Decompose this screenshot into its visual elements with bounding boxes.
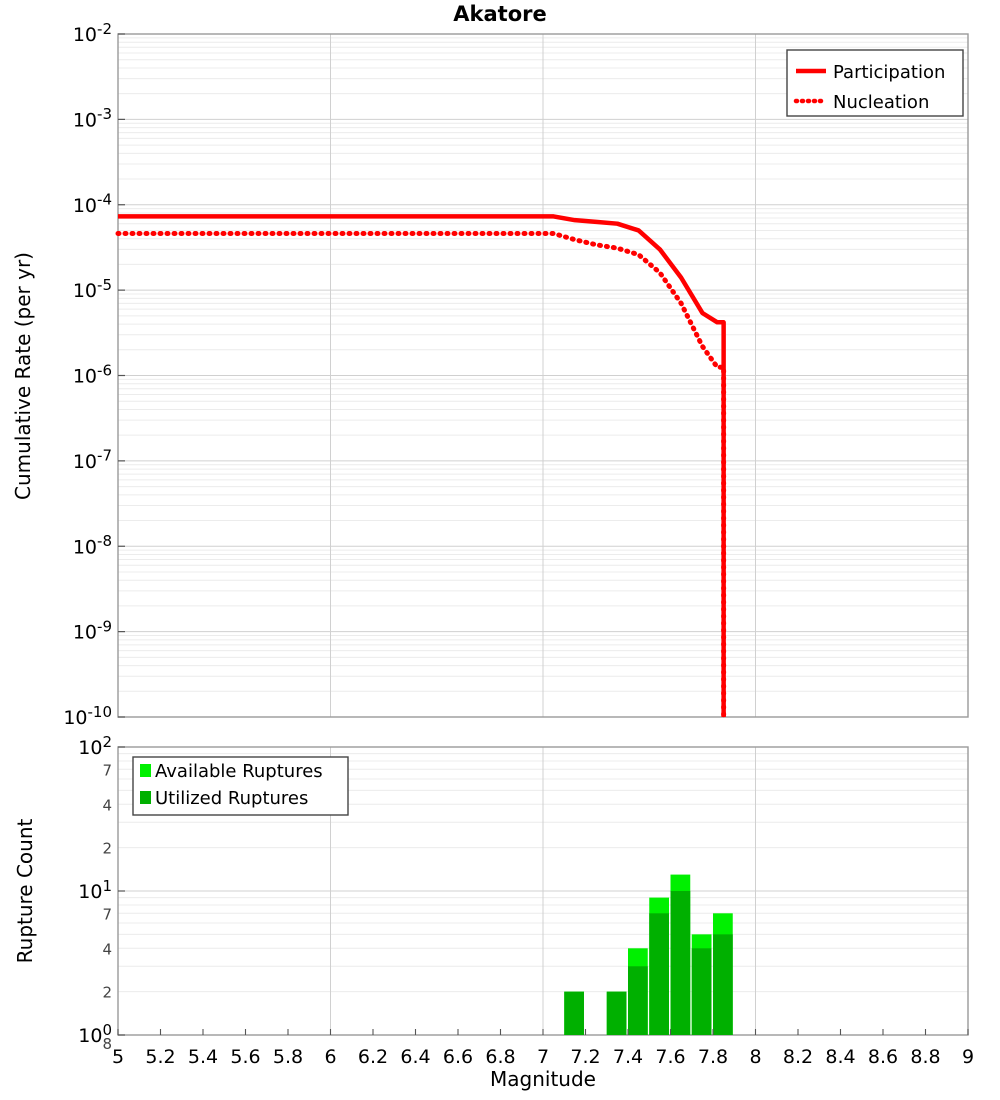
y-minor-tick-label: 4 bbox=[102, 940, 112, 958]
x-tick-label: 9 bbox=[962, 1046, 974, 1068]
x-tick-label: 7.6 bbox=[655, 1046, 685, 1068]
bar-utilized bbox=[628, 966, 648, 1035]
x-tick-label: 7 bbox=[537, 1046, 549, 1068]
x-tick-label: 6.6 bbox=[443, 1046, 473, 1068]
x-tick-label: 6.2 bbox=[358, 1046, 388, 1068]
bar-utilized bbox=[692, 948, 712, 1035]
x-tick-label: 5.2 bbox=[145, 1046, 175, 1068]
y-minor-tick-label: 4 bbox=[102, 796, 112, 814]
legend-label: Utilized Ruptures bbox=[155, 788, 308, 809]
x-tick-label: 5 bbox=[112, 1046, 124, 1068]
y-tick-label: 10-7 bbox=[73, 447, 112, 473]
y-tick-label: 10-3 bbox=[73, 105, 112, 131]
x-tick-label: 8.4 bbox=[825, 1046, 855, 1068]
x-tick-label: 5.8 bbox=[273, 1046, 303, 1068]
x-tick-label: 7.2 bbox=[570, 1046, 600, 1068]
bottom-panel-y-axis-label: Rupture Count bbox=[13, 818, 37, 963]
x-tick-label: 8.6 bbox=[868, 1046, 898, 1068]
legend-label: Available Ruptures bbox=[155, 761, 323, 782]
y-tick-label: 102 bbox=[78, 733, 112, 759]
x-tick-label: 7.4 bbox=[613, 1046, 643, 1068]
legend-swatch bbox=[140, 764, 151, 777]
y-minor-tick-label: 2 bbox=[102, 984, 112, 1002]
bar-utilized bbox=[649, 913, 669, 1035]
y-tick-label: 10-8 bbox=[73, 532, 112, 558]
y-tick-label: 10-2 bbox=[73, 20, 112, 46]
chart-canvas: 10-2 10-3 10-4 10-5 10-6 10-7 10-8 10-9 10-10 10… bbox=[0, 0, 1000, 1100]
bar-utilized bbox=[607, 992, 627, 1035]
y-minor-tick-label: 2 bbox=[102, 840, 112, 858]
bar-utilized bbox=[564, 992, 584, 1035]
y-tick-label: 10-5 bbox=[73, 276, 112, 302]
y-minor-tick-label: 8 bbox=[102, 1035, 112, 1053]
x-tick-label: 8 bbox=[749, 1046, 761, 1068]
legend-label: Nucleation bbox=[833, 92, 929, 113]
x-tick-label: 5.4 bbox=[188, 1046, 218, 1068]
y-minor-tick-label: 7 bbox=[102, 905, 112, 923]
x-tick-label: 5.6 bbox=[230, 1046, 260, 1068]
bottom-panel-legend[interactable]: Available Ruptures Utilized Ruptures bbox=[133, 757, 348, 815]
x-tick-label: 6.8 bbox=[485, 1046, 515, 1068]
y-minor-tick-label: 7 bbox=[102, 761, 112, 779]
x-tick-label: 6 bbox=[324, 1046, 336, 1068]
bar-utilized bbox=[713, 934, 733, 1035]
rupture-bars bbox=[564, 875, 733, 1035]
y-tick-label: 10-9 bbox=[73, 617, 112, 643]
top-panel-y-ticks: 10-2 10-3 10-4 10-5 10-6 10-7 10-8 10-9 10-10 bbox=[63, 20, 125, 729]
rate-curves bbox=[118, 216, 724, 717]
y-tick-label: 10-4 bbox=[73, 191, 112, 217]
bar-utilized bbox=[671, 891, 691, 1035]
y-tick-label: 101 bbox=[78, 877, 112, 903]
curve-participation bbox=[118, 216, 724, 717]
legend-swatch bbox=[140, 791, 151, 804]
top-panel-grid bbox=[118, 34, 968, 717]
chart-page: Akatore 10-210-310-410-510-610-710-810-9… bbox=[0, 0, 1000, 1100]
top-panel-y-axis-label: Cumulative Rate (per yr) bbox=[11, 252, 35, 500]
top-panel-legend[interactable]: Participation Nucleation bbox=[787, 50, 963, 116]
legend-label: Participation bbox=[833, 62, 945, 83]
x-axis-label: Magnitude bbox=[490, 1067, 596, 1091]
x-tick-label: 6.4 bbox=[400, 1046, 430, 1068]
x-tick-label: 8.8 bbox=[910, 1046, 940, 1068]
y-tick-label: 10-6 bbox=[73, 361, 112, 387]
x-tick-label: 8.2 bbox=[783, 1046, 813, 1068]
x-tick-label: 7.8 bbox=[698, 1046, 728, 1068]
y-tick-label: 10-10 bbox=[63, 703, 112, 729]
